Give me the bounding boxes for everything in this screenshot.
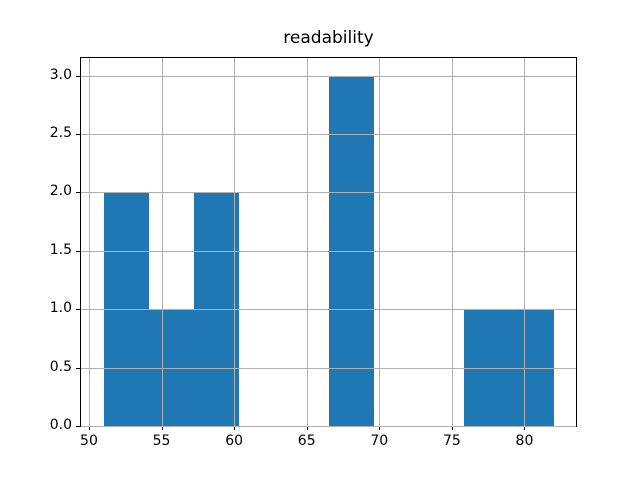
x-tick-mark [524,426,526,430]
x-tick-mark [161,426,163,430]
gridline [81,309,576,311]
gridline [524,58,526,426]
gridline [379,58,381,426]
y-tick-mark [76,250,80,252]
y-tick-mark [76,133,80,135]
x-tick-mark [306,426,308,430]
y-tick-label: 1.5 [49,241,72,258]
y-tick-label: 0.5 [49,358,72,375]
x-tick-mark [234,426,236,430]
y-tick-mark [76,426,80,427]
gridline [306,58,308,426]
x-tick-label: 50 [80,433,98,449]
gridline [81,250,576,252]
x-tick-label: 75 [442,433,461,449]
gridline [81,133,576,135]
y-tick-label: 1.0 [49,300,72,317]
chart-title: readability [283,28,374,48]
gridline [81,75,576,77]
x-tick-mark [88,426,90,430]
gridline [161,58,163,426]
x-tick-label: 80 [515,433,534,449]
x-tick-mark [379,426,381,430]
y-tick-label: 2.5 [49,125,72,142]
x-tick-label: 60 [225,433,244,449]
y-tick-label: 0.0 [49,417,72,434]
gridline [81,192,576,194]
y-tick-mark [76,367,80,369]
y-tick-label: 3.0 [49,66,72,83]
x-tick-label: 65 [297,433,316,449]
y-tick-mark [76,75,80,77]
gridline [234,58,236,426]
gridline [451,58,453,426]
x-tick-mark [451,426,453,430]
y-tick-mark [76,192,80,194]
gridline [81,367,576,369]
x-tick-label: 55 [152,433,171,449]
y-tick-mark [76,309,80,311]
gridline [81,426,576,427]
y-tick-label: 2.0 [49,183,72,200]
x-tick-label: 70 [370,433,389,449]
plot-area: 50 55 60 65 70 75 80 0.0 0.5 1.0 1.5 2.0 2.5 3.0 [50,57,577,449]
gridline [88,58,90,426]
